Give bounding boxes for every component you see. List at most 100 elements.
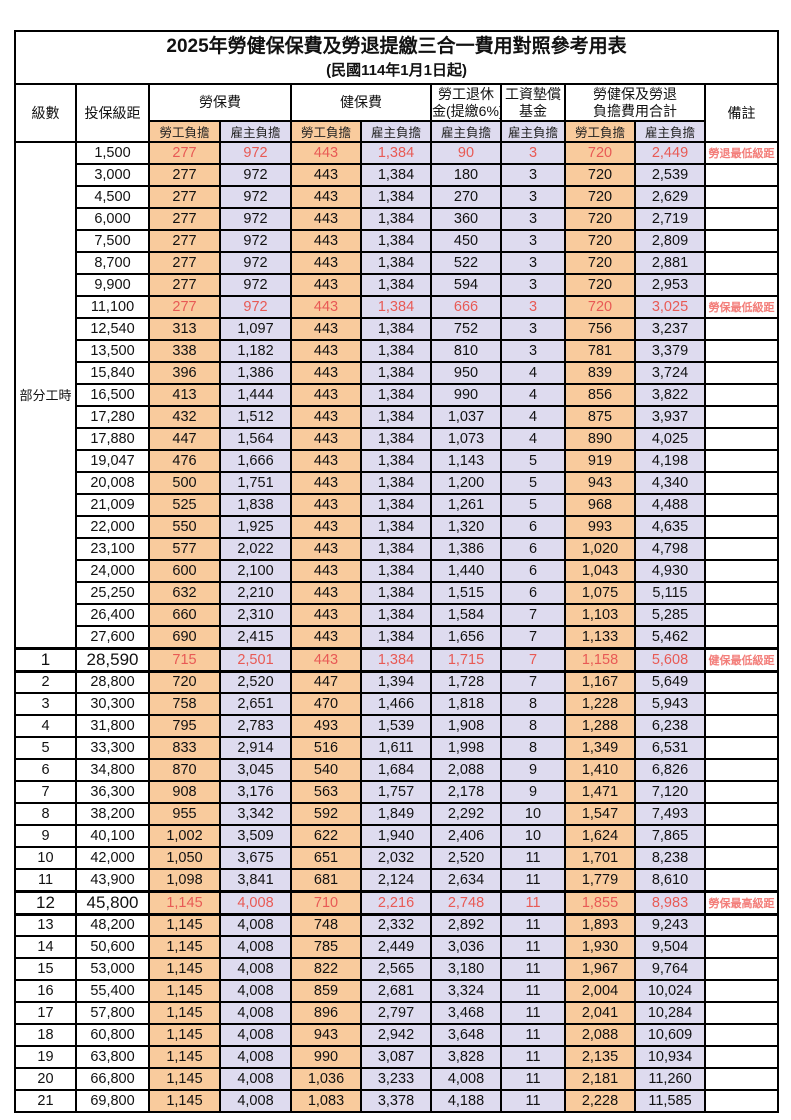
cell-note: [703, 802, 780, 826]
cell-value: 1,444: [219, 383, 292, 407]
cell-value: 4: [500, 383, 566, 407]
cell-value: 1,384: [360, 537, 432, 561]
cell-value: 11: [500, 889, 566, 916]
cell-bracket: 43,900: [75, 868, 150, 892]
cell-value: 1,384: [360, 317, 432, 341]
cell-bracket: 3,000: [75, 163, 150, 187]
col-header-total: 勞健保及勞退 負擔費用合計: [564, 83, 706, 122]
cell-value: 11: [500, 868, 566, 892]
cell-value: 277: [148, 207, 221, 231]
cell-note: [703, 625, 780, 649]
cell-note: [703, 339, 780, 363]
cell-value: 1,384: [360, 383, 432, 407]
cell-value: 1,073: [430, 427, 502, 451]
cell-value: 4,025: [634, 427, 706, 451]
table-body: 部分工時 1,500 277 972 443 1,384 90 3 720 2,449 勞退最低級距…: [14, 141, 780, 1113]
cell-value: 1,384: [360, 295, 432, 319]
cell-value: 493: [290, 714, 362, 738]
cell-value: 7,865: [634, 824, 706, 848]
cell-value: 1,384: [360, 493, 432, 517]
cell-value: 360: [430, 207, 502, 231]
cell-value: 413: [148, 383, 221, 407]
cell-value: 1,158: [564, 646, 636, 673]
cell-value: 856: [564, 383, 636, 407]
cell-value: 5,649: [634, 670, 706, 694]
cell-value: 622: [290, 824, 362, 848]
cell-value: 270: [430, 185, 502, 209]
cell-value: 990: [430, 383, 502, 407]
cell-value: 660: [148, 603, 221, 627]
premium-reference-sheet: 2025年勞健保保費及勞退提繳三合一費用對照參考用表 (民國114年1月1日起)…: [13, 30, 780, 1113]
cell-value: 577: [148, 537, 221, 561]
cell-note: 勞退最低級距: [703, 141, 780, 165]
cell-value: 443: [290, 163, 362, 187]
cell-value: 10,609: [634, 1023, 706, 1047]
cell-note: [703, 868, 780, 892]
cell-bracket: 63,800: [75, 1045, 150, 1069]
cell-value: 1,133: [564, 625, 636, 649]
table-row: 16 55,400 1,145 4,008 859 2,681 3,324 11 2,004 10…: [14, 979, 780, 1003]
cell-value: 11,585: [634, 1089, 706, 1113]
cell-bracket: 57,800: [75, 1001, 150, 1025]
cell-value: 1,228: [564, 692, 636, 716]
cell-value: 11: [500, 1089, 566, 1113]
cell-value: 5,943: [634, 692, 706, 716]
cell-value: 2,088: [430, 758, 502, 782]
cell-value: 3: [500, 141, 566, 165]
cell-value: 1,384: [360, 405, 432, 429]
cell-value: 7: [500, 646, 566, 673]
cell-bracket: 33,300: [75, 736, 150, 760]
cell-value: 180: [430, 163, 502, 187]
cell-note: [703, 913, 780, 937]
cell-value: 443: [290, 515, 362, 539]
cell-value: 8,983: [634, 889, 706, 916]
cell-value: 563: [290, 780, 362, 804]
cell-value: 1,410: [564, 758, 636, 782]
cell-note: [703, 163, 780, 187]
cell-bracket: 42,000: [75, 846, 150, 870]
cell-value: 9,764: [634, 957, 706, 981]
cell-value: 7,493: [634, 802, 706, 826]
cell-value: 972: [219, 251, 292, 275]
cell-note: [703, 603, 780, 627]
cell-value: 1,384: [360, 229, 432, 253]
cell-value: 1,666: [219, 449, 292, 473]
cell-bracket: 24,000: [75, 559, 150, 583]
cell-value: 1,097: [219, 317, 292, 341]
cell-value: 1,512: [219, 405, 292, 429]
table-row: 15 53,000 1,145 4,008 822 2,565 3,180 11 1,967 9,…: [14, 957, 780, 981]
cell-value: 11: [500, 935, 566, 959]
cell-note: [703, 207, 780, 231]
table-row: 5 33,300 833 2,914 516 1,611 1,998 8 1,349 6,531: [14, 736, 780, 760]
cell-value: 1,440: [430, 559, 502, 583]
cell-bracket: 45,800: [75, 889, 150, 916]
cell-value: 2,651: [219, 692, 292, 716]
cell-value: 600: [148, 559, 221, 583]
cell-value: 3,841: [219, 868, 292, 892]
cell-value: 443: [290, 185, 362, 209]
cell-value: 5,115: [634, 581, 706, 605]
cell-value: 748: [290, 913, 362, 937]
cell-value: 443: [290, 471, 362, 495]
cell-value: 8,610: [634, 868, 706, 892]
cell-value: 277: [148, 163, 221, 187]
cell-value: 720: [564, 163, 636, 187]
table-row: 20 66,800 1,145 4,008 1,036 3,233 4,008 11 2,181…: [14, 1067, 780, 1091]
cell-bracket: 36,300: [75, 780, 150, 804]
cell-value: 1,145: [148, 935, 221, 959]
cell-bracket: 19,047: [75, 449, 150, 473]
cell-value: 943: [564, 471, 636, 495]
cell-value: 443: [290, 427, 362, 451]
cell-value: 443: [290, 405, 362, 429]
cell-value: 1,384: [360, 163, 432, 187]
cell-value: 2,914: [219, 736, 292, 760]
cell-value: 3: [500, 317, 566, 341]
cell-value: 1,261: [430, 493, 502, 517]
cell-value: 4: [500, 405, 566, 429]
cell-value: 720: [564, 207, 636, 231]
cell-value: 5: [500, 493, 566, 517]
table-row: 23,100 577 2,022 443 1,384 1,386 6 1,020 4,798: [15, 537, 780, 561]
cell-value: 632: [148, 581, 221, 605]
table-row: 26,400 660 2,310 443 1,384 1,584 7 1,103 5,285: [15, 603, 780, 627]
cell-value: 1,384: [360, 339, 432, 363]
